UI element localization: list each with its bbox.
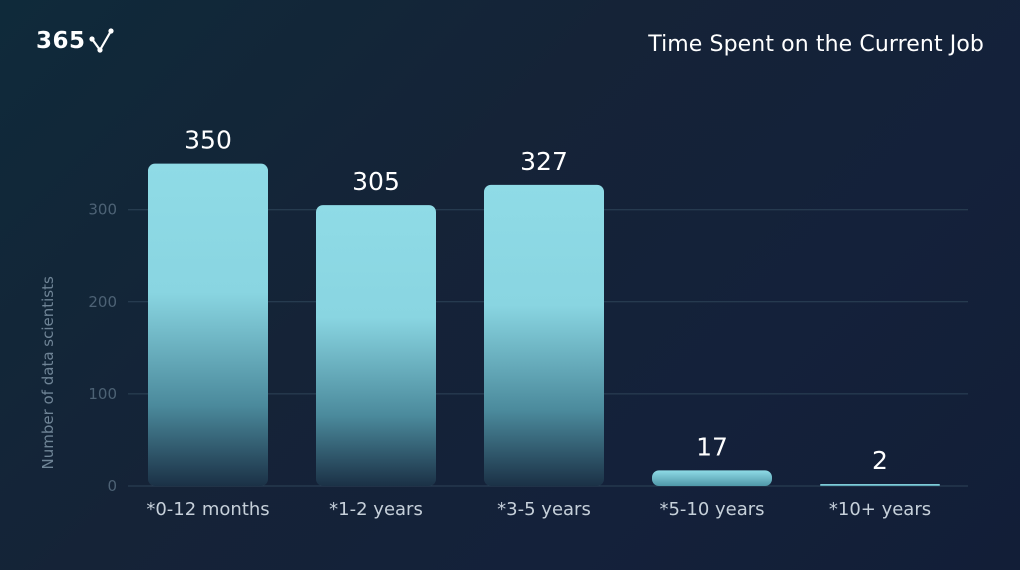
bar	[820, 484, 940, 486]
bar-value-label: 350	[184, 126, 232, 155]
y-tick-label: 200	[88, 293, 117, 311]
x-tick-label: *1-2 years	[329, 499, 423, 520]
brand-logo: 365	[36, 27, 115, 55]
chart-title: Time Spent on the Current Job	[648, 32, 984, 57]
logo-check-icon	[88, 28, 114, 53]
y-tick-label: 0	[107, 477, 117, 495]
bar	[484, 184, 604, 486]
x-tick-label: *5-10 years	[659, 499, 764, 520]
y-tick-label: 100	[88, 385, 117, 403]
y-tick-label: 300	[88, 201, 117, 219]
label-layer: 350 *0-12 months 305 *1-2 years 327 *3-5 year…	[146, 126, 931, 520]
x-tick-label: *0-12 months	[146, 499, 269, 520]
logo-text: 365	[36, 28, 86, 54]
bar-value-label: 305	[352, 167, 400, 196]
bar	[316, 205, 436, 486]
x-tick-label: *10+ years	[829, 499, 931, 520]
bar	[652, 470, 772, 486]
x-tick-label: *3-5 years	[497, 499, 591, 520]
bar-value-label: 327	[520, 147, 568, 176]
bar-value-label: 2	[872, 446, 888, 475]
bar	[148, 163, 268, 486]
y-axis-title: Number of data scientists	[39, 276, 57, 470]
bar-value-label: 17	[696, 432, 728, 461]
bar-layer	[148, 163, 940, 486]
